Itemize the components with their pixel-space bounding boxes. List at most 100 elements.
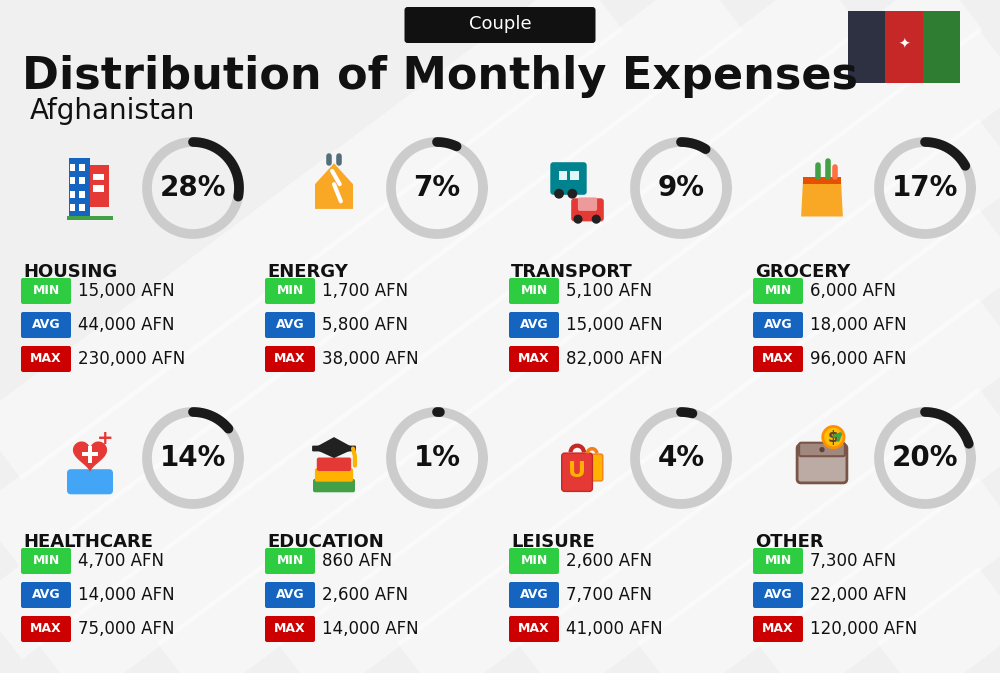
Text: TRANSPORT: TRANSPORT [511,263,633,281]
FancyBboxPatch shape [797,444,847,483]
FancyBboxPatch shape [265,582,315,608]
FancyBboxPatch shape [509,548,559,574]
Text: MIN: MIN [276,285,304,297]
Text: 82,000 AFN: 82,000 AFN [566,350,663,368]
FancyBboxPatch shape [753,346,803,372]
Text: 20%: 20% [892,444,958,472]
Bar [79,164,85,171]
FancyBboxPatch shape [562,453,592,491]
FancyBboxPatch shape [509,616,559,642]
FancyBboxPatch shape [509,312,559,338]
Text: 17%: 17% [892,174,958,202]
Text: OTHER: OTHER [755,533,824,551]
FancyBboxPatch shape [509,582,559,608]
Text: AVG: AVG [32,318,60,332]
Text: 15,000 AFN: 15,000 AFN [78,282,175,300]
Text: 75,000 AFN: 75,000 AFN [78,620,175,638]
Bar [803,178,841,184]
FancyBboxPatch shape [265,312,315,338]
FancyBboxPatch shape [799,443,845,456]
Bar [79,204,85,211]
Circle shape [819,447,825,452]
Polygon shape [801,180,843,217]
Text: 41,000 AFN: 41,000 AFN [566,620,663,638]
Text: MIN: MIN [32,285,60,297]
Text: Afghanistan: Afghanistan [30,97,195,125]
Text: AVG: AVG [764,588,792,602]
Text: MAX: MAX [30,353,62,365]
Text: 4%: 4% [657,444,705,472]
Text: 44,000 AFN: 44,000 AFN [78,316,175,334]
Text: MIN: MIN [764,555,792,567]
Text: MAX: MAX [274,353,306,365]
Text: 2,600 AFN: 2,600 AFN [322,586,408,604]
Text: 14,000 AFN: 14,000 AFN [78,586,175,604]
Bar [70,178,75,184]
FancyBboxPatch shape [313,479,355,493]
FancyBboxPatch shape [509,346,559,372]
FancyBboxPatch shape [753,278,803,304]
Text: 38,000 AFN: 38,000 AFN [322,350,419,368]
Bar [90,165,109,207]
Text: HOUSING: HOUSING [23,263,117,281]
FancyBboxPatch shape [265,616,315,642]
Text: U: U [568,461,586,481]
FancyBboxPatch shape [265,278,315,304]
Bar [570,171,579,180]
Text: 4,700 AFN: 4,700 AFN [78,552,164,570]
FancyBboxPatch shape [317,458,351,471]
Text: MAX: MAX [762,353,794,365]
Text: 5,800 AFN: 5,800 AFN [322,316,408,334]
Text: MIN: MIN [32,555,60,567]
Text: 6,000 AFN: 6,000 AFN [810,282,896,300]
Text: ✦: ✦ [898,38,910,52]
FancyBboxPatch shape [753,548,803,574]
Text: MIN: MIN [520,555,548,567]
Text: 7,300 AFN: 7,300 AFN [810,552,896,570]
Text: $: $ [828,429,839,445]
FancyBboxPatch shape [753,616,803,642]
FancyBboxPatch shape [582,454,603,481]
Bar [93,185,104,192]
FancyBboxPatch shape [21,346,71,372]
Text: MAX: MAX [518,623,550,635]
Text: Distribution of Monthly Expenses: Distribution of Monthly Expenses [22,55,858,98]
Text: MAX: MAX [274,623,306,635]
Text: 18,000 AFN: 18,000 AFN [810,316,907,334]
Text: MIN: MIN [764,285,792,297]
FancyBboxPatch shape [404,7,596,43]
Bar [848,11,885,83]
FancyBboxPatch shape [753,582,803,608]
Bar [885,11,923,83]
Bar [70,164,75,171]
FancyBboxPatch shape [265,548,315,574]
Text: EDUCATION: EDUCATION [267,533,384,551]
Text: Couple: Couple [469,15,531,33]
Text: MAX: MAX [762,623,794,635]
FancyBboxPatch shape [21,582,71,608]
FancyBboxPatch shape [571,199,604,221]
Circle shape [592,215,601,223]
Text: HEALTHCARE: HEALTHCARE [23,533,153,551]
FancyBboxPatch shape [21,278,71,304]
Bar [923,11,960,83]
Text: AVG: AVG [520,318,548,332]
Circle shape [567,188,577,199]
Polygon shape [73,441,107,472]
Polygon shape [315,164,353,209]
Text: AVG: AVG [520,588,548,602]
Bar [82,452,98,456]
Polygon shape [313,437,355,458]
Circle shape [573,215,583,223]
Text: AVG: AVG [764,318,792,332]
Bar [70,204,75,211]
Text: AVG: AVG [32,588,60,602]
Text: MIN: MIN [520,285,548,297]
FancyBboxPatch shape [67,469,113,494]
Text: GROCERY: GROCERY [755,263,850,281]
FancyBboxPatch shape [550,162,587,194]
Text: 120,000 AFN: 120,000 AFN [810,620,917,638]
Text: 230,000 AFN: 230,000 AFN [78,350,185,368]
Text: 1%: 1% [414,444,460,472]
FancyBboxPatch shape [21,312,71,338]
